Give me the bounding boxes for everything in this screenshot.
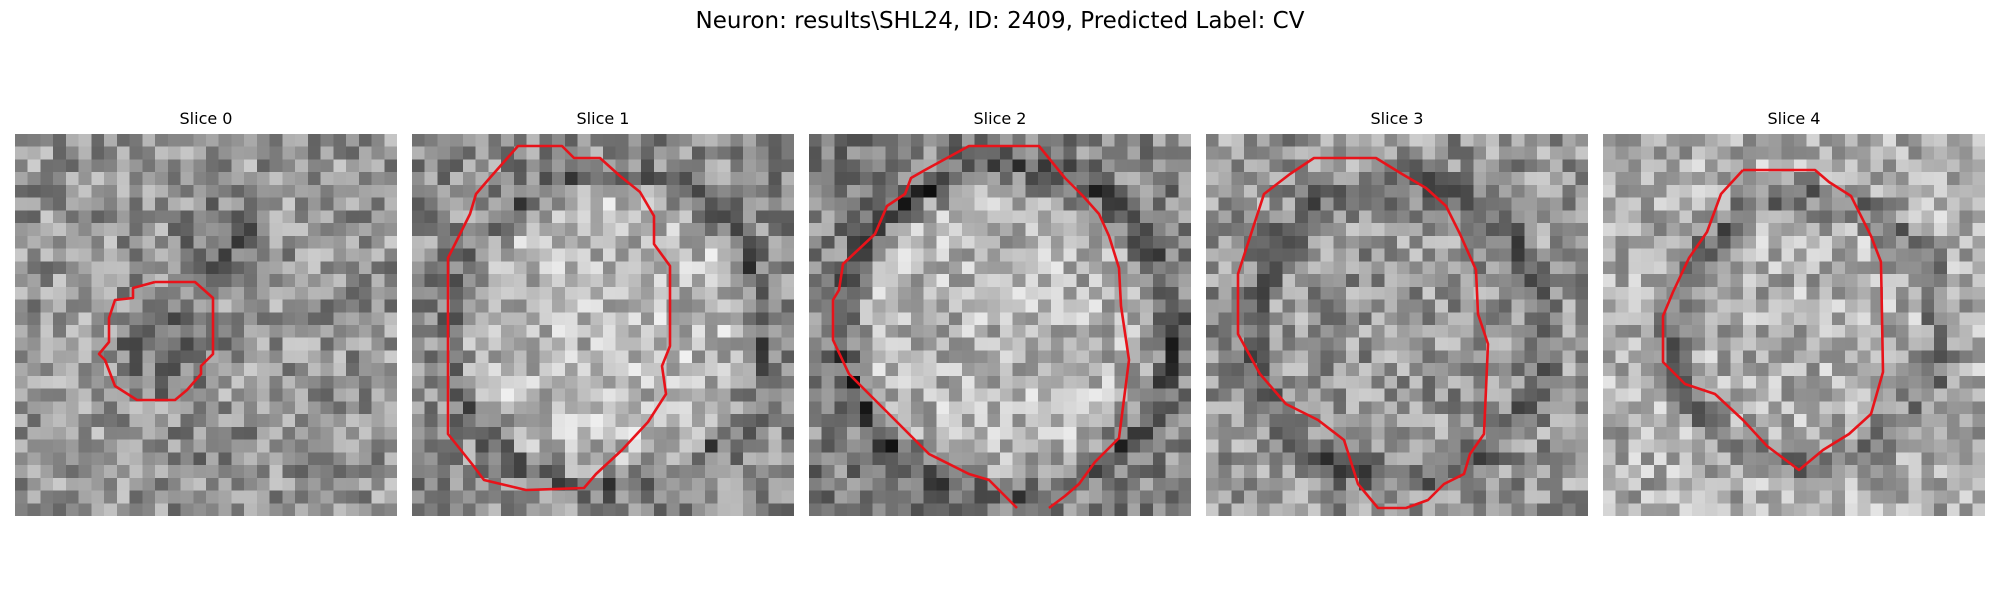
slice-0-title: Slice 0 [179,109,233,128]
slice-0-contour [97,280,215,402]
slice-3-title: Slice 3 [1370,109,1424,128]
slice-1-title: Slice 1 [576,109,630,128]
slice-4-contour [1661,168,1885,472]
slice-3-contour [1236,156,1490,510]
slice-2-contour [831,144,1131,510]
slice-4-image [1603,134,1985,516]
slice-2-image [809,134,1191,516]
slice-0-image [15,134,397,516]
slice-1-panel [412,134,794,516]
slice-2-title: Slice 2 [973,109,1027,128]
slice-4-title: Slice 4 [1767,109,1821,128]
figure-title: Neuron: results\SHL24, ID: 2409, Predict… [695,8,1305,34]
slice-0-panel [15,134,397,516]
slice-1-contour [446,144,672,492]
slice-2-panel [809,134,1191,516]
slice-3-image [1206,134,1588,516]
slice-4-panel [1603,134,1985,516]
slice-3-panel [1206,134,1588,516]
